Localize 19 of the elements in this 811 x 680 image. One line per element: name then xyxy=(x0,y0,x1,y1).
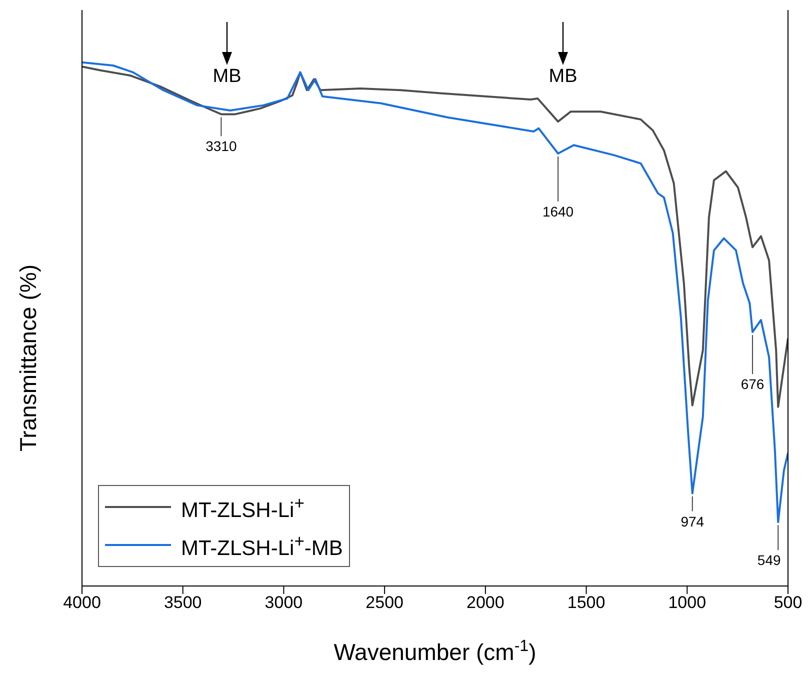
x-tick-label: 4000 xyxy=(63,593,101,612)
x-tick-label: 1000 xyxy=(668,593,706,612)
x-tick-label: 2000 xyxy=(466,593,504,612)
annotation: MB xyxy=(548,66,578,88)
x-tick-label: 2500 xyxy=(366,593,404,612)
x-axis-title: Wavenumber (cm$^{-1}$) xyxy=(334,637,536,665)
annotation: 974 xyxy=(680,513,704,530)
annotation: 676 xyxy=(740,376,764,392)
annotation: MB xyxy=(212,66,242,88)
legend-label: MT-ZLSH-Li$^{+}$-MB xyxy=(181,530,343,562)
y-axis-title: Transmittance (%) xyxy=(15,264,41,452)
x-tick-label: 1500 xyxy=(567,593,606,612)
x-tick-label: 500 xyxy=(774,593,802,612)
x-tick-label: 3500 xyxy=(164,593,202,612)
annotation: 549 xyxy=(757,552,782,568)
annotation: 3310 xyxy=(206,138,237,154)
x-tick-label: 3000 xyxy=(264,593,303,612)
annotation: 1640 xyxy=(542,203,574,220)
legend-label: MT-ZLSH-Li$^{+}$ xyxy=(181,492,304,524)
